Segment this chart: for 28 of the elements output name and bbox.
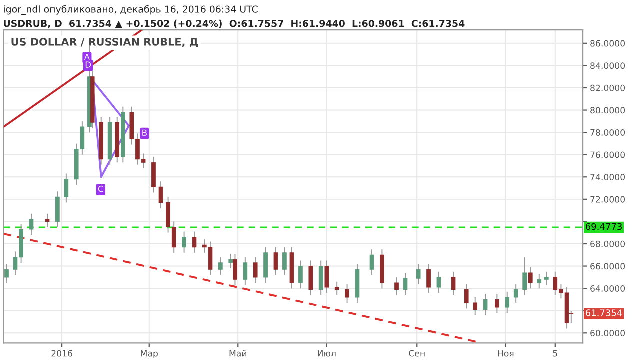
y-tick-label: 82.0000 (590, 84, 626, 92)
y-tick-label: 80.0000 (590, 107, 626, 114)
x-tick-label: 5 (553, 350, 558, 357)
annotation: 61.7354 (586, 310, 622, 316)
ref-line-label: 69.4773 (586, 223, 622, 230)
annotation: D (86, 62, 92, 68)
y-tick-label: 60.0000 (590, 330, 626, 337)
annotation: C (98, 186, 104, 192)
y-tick-label: 76.0000 (590, 152, 626, 158)
y-tick-label: 74.0000 (590, 174, 626, 181)
x-tick-label: Июл (318, 350, 336, 357)
annotation: B (142, 130, 147, 136)
y-tick-label: 86.0000 (590, 40, 626, 47)
y-tick-label: 66.0000 (590, 263, 626, 270)
y-tick-label: 72.0000 (590, 196, 626, 203)
y-tick-label: 84.0000 (590, 62, 626, 70)
x-tick-label: 2016 (52, 350, 72, 357)
y-tick-label: 64.0000 (590, 285, 626, 292)
y-tick-label: 78.0000 (590, 129, 626, 136)
y-tick-label: 68.0000 (590, 240, 626, 248)
text: igor_ndl опубликовано, декабрь 16, 2016 06:34 UTC (4, 5, 258, 15)
x-tick-label: Ноя (498, 350, 514, 357)
x-tick-label: Май (230, 350, 247, 357)
text: US DOLLAR / RUSSIAN RUBLE, Д (12, 38, 198, 48)
annotation: A (84, 54, 90, 60)
x-tick-label: Сен (409, 350, 425, 357)
text: USDRUB, D 61.7354 ▲ +0.1502 (+0.24%) O:61.7557 H:61.9440 L:60.9061 C:61.7354 (4, 20, 465, 28)
x-tick-label: Мар (141, 350, 158, 358)
